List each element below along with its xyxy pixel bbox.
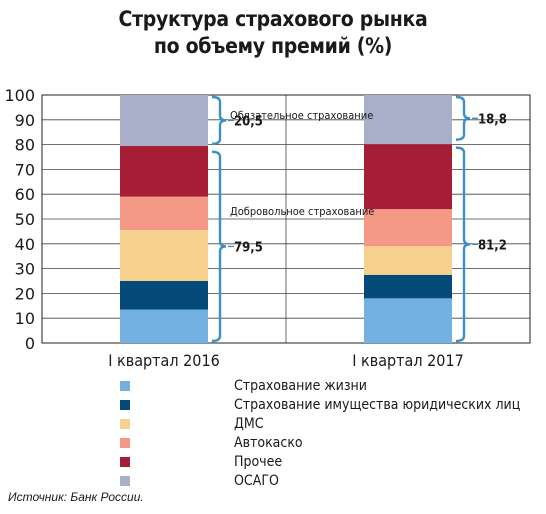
mandatory-brace <box>211 95 227 146</box>
legend-label: Страхование жизни <box>234 378 367 394</box>
legend-swatch <box>120 476 130 486</box>
voluntary-insurance-label: Добровольное страхование <box>230 205 374 218</box>
mandatory-brace <box>455 95 471 141</box>
bar-segment <box>120 145 208 197</box>
legend-swatch <box>120 419 130 429</box>
legend-swatch <box>120 457 130 467</box>
y-tick-label: 50 <box>15 210 35 229</box>
y-tick-label: 0 <box>25 334 35 353</box>
voluntary-value-label: 81,2 <box>478 238 507 253</box>
legend-label: ДМС <box>234 416 264 432</box>
y-tick-label: 40 <box>15 235 35 254</box>
mandatory-insurance-label: Обязательное страхование <box>230 109 373 122</box>
legend-label: Автокаско <box>234 435 303 451</box>
y-tick-label: 80 <box>15 136 35 155</box>
mandatory-value-label: 18,8 <box>478 112 507 127</box>
source-note: Источник: Банк России. <box>8 490 144 504</box>
chart-title-line-1: Структура страхового рынка <box>118 7 428 31</box>
legend-swatch <box>120 438 130 448</box>
bar-segment <box>120 196 208 231</box>
bar-segment <box>364 144 452 210</box>
y-tick-label: 30 <box>15 260 35 279</box>
y-tick-label: 100 <box>4 86 35 105</box>
plot-frame <box>41 94 531 344</box>
bar-segment <box>364 209 452 247</box>
bar-segment <box>364 298 452 343</box>
voluntary-value-label: 79,5 <box>234 240 263 255</box>
bar-segment <box>364 95 452 145</box>
bar-segment <box>120 95 208 146</box>
bar-segment <box>120 281 208 310</box>
voluntary-brace <box>455 146 471 343</box>
x-category-label: I квартал 2017 <box>352 351 464 370</box>
y-tick-label: 70 <box>15 160 35 179</box>
legend-label: Страхование имущества юридических лиц <box>234 397 521 413</box>
bar-segment <box>120 309 208 343</box>
y-tick-label: 60 <box>15 185 35 204</box>
mandatory-value-label: 20,5 <box>234 114 263 129</box>
legend-swatch <box>120 381 130 391</box>
legend-swatch <box>120 400 130 410</box>
bar-segment <box>364 246 452 275</box>
chart-title-line-2: по объему премий (%) <box>153 34 393 58</box>
legend-label: ОСАГО <box>234 473 279 489</box>
y-tick-label: 90 <box>15 111 35 130</box>
x-category-label: I квартал 2016 <box>108 351 220 370</box>
voluntary-brace <box>211 150 227 343</box>
legend-label: Прочее <box>234 454 283 470</box>
bar-segment <box>364 274 452 299</box>
bar-segment <box>120 230 208 281</box>
y-tick-label: 10 <box>15 309 35 328</box>
y-tick-label: 20 <box>15 284 35 303</box>
